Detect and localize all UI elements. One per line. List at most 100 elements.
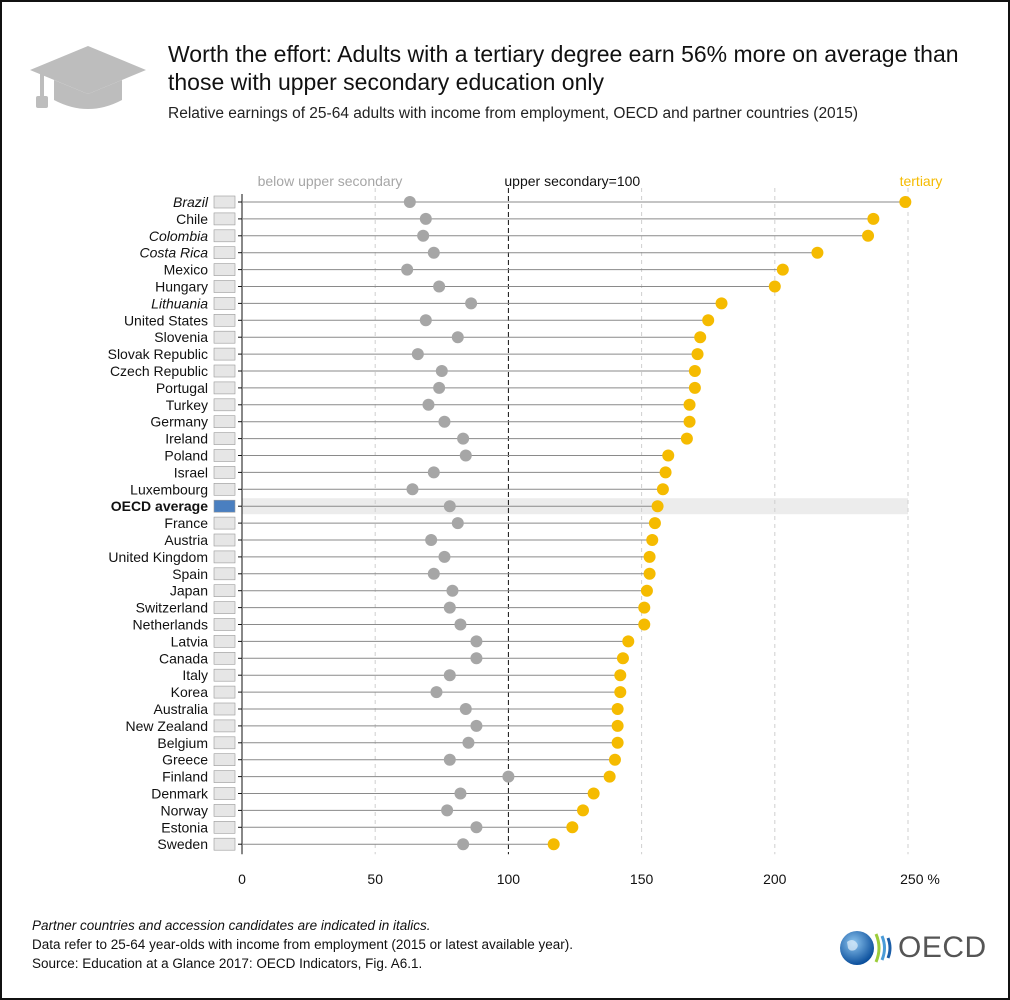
latvia-flag-icon [213, 635, 236, 648]
oecd-globe-icon [213, 499, 236, 513]
united-states-flag-icon [213, 314, 236, 327]
israel-flag-icon [213, 466, 236, 479]
finland-flag-icon [213, 770, 236, 783]
country-label-belgium: Belgium [157, 735, 208, 751]
country-label-slovak-republic: Slovak Republic [108, 346, 208, 362]
legend-tertiary: tertiary [900, 173, 943, 189]
point-below-poland [459, 449, 472, 462]
country-label-estonia: Estonia [161, 819, 208, 835]
canada-flag-icon [213, 651, 236, 665]
footer-note: Data refer to 25-64 year-olds with incom… [32, 937, 573, 952]
ireland-flag-icon [213, 432, 236, 445]
country-label-australia: Australia [154, 701, 209, 717]
chile-flag-icon [213, 212, 236, 226]
point-below-sweden [457, 838, 470, 851]
point-tertiary-sweden [547, 838, 560, 851]
point-below-czech-republic [435, 365, 448, 377]
point-tertiary-mexico [776, 263, 789, 276]
point-below-israel [427, 466, 440, 479]
point-tertiary-denmark [587, 787, 600, 800]
czech-republic-flag-icon [213, 364, 236, 378]
point-below-belgium [462, 736, 475, 749]
country-label-portugal: Portugal [156, 380, 208, 396]
turkey-flag-icon [213, 398, 236, 412]
hungary-flag-icon [213, 280, 236, 293]
new-zealand-flag-icon [213, 719, 236, 733]
x-tick-label: 0 [238, 871, 246, 887]
point-tertiary-luxembourg [656, 483, 669, 496]
country-label-france: France [164, 515, 208, 531]
country-label-finland: Finland [162, 769, 208, 785]
country-label-sweden: Sweden [157, 836, 208, 852]
point-below-mexico [401, 263, 414, 276]
country-label-czech-republic: Czech Republic [110, 363, 208, 379]
x-tick-label: 250 % [900, 871, 940, 887]
country-label-oecd-average: OECD average [111, 498, 208, 514]
slovenia-flag-icon [213, 330, 236, 344]
footer-source: Source: Education at a Glance 2017: OECD… [32, 956, 423, 971]
poland-flag-icon [213, 449, 236, 462]
oecd-logo-text: OECD [898, 931, 987, 964]
point-below-colombia [417, 229, 430, 242]
japan-flag-icon [213, 584, 236, 598]
point-tertiary-slovenia [694, 331, 707, 344]
point-tertiary-hungary [768, 280, 781, 293]
point-tertiary-new-zealand [611, 719, 624, 732]
country-label-luxembourg: Luxembourg [130, 481, 208, 497]
slovak-republic-flag-icon [213, 347, 236, 361]
x-tick-label: 100 [497, 871, 521, 887]
point-tertiary-turkey [683, 398, 696, 411]
country-label-austria: Austria [164, 532, 208, 548]
france-flag-icon [213, 516, 236, 530]
australia-flag-icon [213, 702, 236, 716]
united-kingdom-flag-icon [213, 550, 236, 564]
point-tertiary-oecd-average [651, 500, 664, 513]
point-below-costa-rica [427, 246, 440, 259]
point-tertiary-estonia [566, 821, 579, 834]
point-below-switzerland [443, 601, 456, 614]
point-tertiary-netherlands [638, 618, 651, 631]
country-label-chile: Chile [176, 211, 208, 227]
point-below-luxembourg [406, 483, 419, 496]
country-label-italy: Italy [182, 667, 208, 683]
norway-flag-icon [213, 804, 236, 817]
point-tertiary-costa-rica [811, 246, 824, 259]
point-below-latvia [470, 635, 483, 648]
point-tertiary-israel [659, 466, 672, 479]
country-label-new-zealand: New Zealand [126, 718, 209, 734]
point-tertiary-japan [640, 584, 653, 597]
spain-flag-icon [213, 567, 236, 581]
point-below-netherlands [454, 618, 467, 631]
country-label-ireland: Ireland [165, 431, 208, 447]
country-label-lithuania: Lithuania [151, 295, 208, 311]
point-tertiary-france [648, 517, 661, 530]
point-below-france [451, 517, 464, 530]
graduation-cap-icon [30, 46, 146, 109]
point-below-norway [441, 804, 454, 817]
x-tick-label: 200 [763, 871, 787, 887]
reference-line-label: upper secondary=100 [504, 173, 640, 189]
oecd-logo: OECD [838, 928, 987, 968]
point-tertiary-chile [867, 212, 880, 225]
point-below-hungary [433, 280, 446, 293]
netherlands-flag-icon [213, 618, 236, 631]
country-label-greece: Greece [162, 752, 208, 768]
x-tick-label: 150 [630, 871, 654, 887]
country-label-germany: Germany [150, 414, 208, 430]
country-label-netherlands: Netherlands [133, 617, 209, 633]
point-tertiary-brazil [899, 196, 912, 208]
point-below-turkey [422, 398, 435, 411]
country-label-costa-rica: Costa Rica [140, 245, 209, 261]
country-label-poland: Poland [164, 448, 208, 464]
country-label-norway: Norway [161, 802, 208, 818]
country-label-spain: Spain [172, 566, 208, 582]
estonia-flag-icon [213, 820, 236, 834]
mexico-flag-icon [213, 263, 236, 276]
point-below-portugal [433, 381, 446, 394]
x-tick-label: 50 [367, 871, 383, 887]
point-below-finland [502, 770, 515, 783]
country-label-latvia: Latvia [171, 633, 209, 649]
country-label-denmark: Denmark [151, 786, 209, 802]
point-below-slovak-republic [411, 348, 424, 361]
